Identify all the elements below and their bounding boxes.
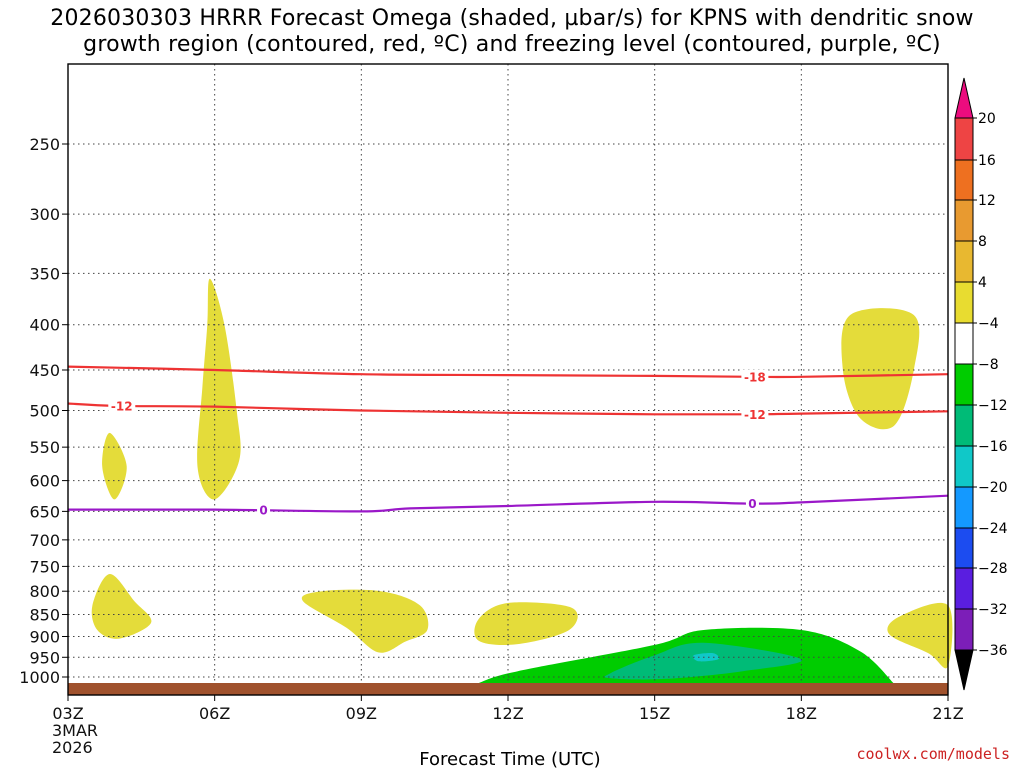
colorbar-swatch <box>954 322 974 365</box>
omega-region-3 <box>301 589 429 653</box>
colorbar: 20 16 12 8 4 −4 −8 −12 −16 −20 −24 −28 −32 −36 <box>954 77 1008 691</box>
x-tick-label: 15Z <box>639 704 670 723</box>
x-tick-label: 06Z <box>199 704 230 723</box>
contour-label-bg <box>741 407 769 422</box>
contour-line-1 <box>67 402 949 416</box>
omega-shading <box>91 278 953 687</box>
omega-region-6 <box>887 602 953 669</box>
colorbar-label: −20 <box>978 480 1008 496</box>
y-tick-label: 700 <box>29 531 60 550</box>
x-tick-label: 09Z <box>346 704 377 723</box>
colorbar-label: 4 <box>978 275 987 291</box>
contour-line-2 <box>67 494 949 513</box>
contour-label: 0 <box>748 497 756 511</box>
omega-region-5 <box>841 308 920 430</box>
pressure-axis: 250 300 350 400 450 500 550 600 650 700 750 800 850 9… <box>19 135 68 687</box>
contour-label: -12 <box>744 408 766 422</box>
contour-label-bg <box>745 496 759 511</box>
colorbar-swatch <box>954 240 974 283</box>
y-tick-label: 650 <box>29 502 60 521</box>
credit-text: coolwx.com/models <box>856 745 1010 763</box>
colorbar-label: 8 <box>978 234 987 250</box>
y-tick-label: 300 <box>29 205 60 224</box>
contour-label-bg <box>108 398 136 413</box>
chart-title-line-1: 2026030303 HRRR Forecast Omega (shaded, … <box>50 6 974 31</box>
colorbar-swatch <box>954 608 974 651</box>
y-tick-label: 850 <box>29 606 60 625</box>
y-tick-label: 1000 <box>19 668 60 687</box>
x-tick-label: 03Z <box>52 704 83 723</box>
omega-region-9 <box>692 653 720 662</box>
colorbar-label: 20 <box>978 111 996 127</box>
contour-line-0 <box>67 365 949 379</box>
contour-lines: -18 -12 -12 0 0 <box>67 365 949 518</box>
colorbar-label: −8 <box>978 357 999 373</box>
grid-lines <box>68 64 948 695</box>
y-tick-label: 350 <box>29 264 60 283</box>
contour-label-bg <box>741 369 769 384</box>
x-axis-title: Forecast Time (UTC) <box>419 749 600 768</box>
y-tick-label: 250 <box>29 135 60 154</box>
y-tick-label: 750 <box>29 557 60 576</box>
x-tick-label: 12Z <box>492 704 523 723</box>
colorbar-label: −4 <box>978 316 999 332</box>
colorbar-bottom-arrow <box>954 649 974 691</box>
time-axis: 03Z 06Z 09Z 12Z 15Z 18Z 21Z <box>52 695 964 723</box>
colorbar-swatch <box>954 486 974 529</box>
y-tick-label: 500 <box>29 402 60 421</box>
colorbar-swatch <box>954 404 974 447</box>
date-label-day: 3MAR <box>52 721 98 740</box>
colorbar-label: −28 <box>978 561 1008 577</box>
colorbar-swatch <box>954 445 974 488</box>
colorbar-swatch <box>954 159 974 201</box>
colorbar-label: −32 <box>978 602 1008 618</box>
x-tick-label: 18Z <box>786 704 817 723</box>
colorbar-label: −24 <box>978 521 1008 537</box>
y-tick-label: 800 <box>29 582 60 601</box>
omega-region-4 <box>474 602 578 645</box>
omega-region-2 <box>91 573 152 639</box>
y-tick-label: 600 <box>29 472 60 491</box>
colorbar-label: −12 <box>978 398 1008 414</box>
colorbar-swatch <box>954 117 974 161</box>
y-tick-label: 450 <box>29 361 60 380</box>
colorbar-label: 16 <box>978 153 996 169</box>
contour-label: 0 <box>259 504 267 518</box>
chart-title-line-2: growth region (contoured, red, ºC) and f… <box>83 32 941 57</box>
colorbar-swatch <box>954 527 974 569</box>
colorbar-swatch <box>954 567 974 610</box>
y-tick-label: 950 <box>29 648 60 667</box>
contour-label: -18 <box>744 370 766 384</box>
date-label-year: 2026 <box>52 738 93 757</box>
y-tick-label: 900 <box>29 627 60 646</box>
colorbar-swatch <box>954 281 974 324</box>
colorbar-top-arrow <box>954 77 974 119</box>
y-tick-label: 550 <box>29 438 60 457</box>
colorbar-label: −16 <box>978 439 1008 455</box>
contour-label-bg <box>257 503 271 518</box>
colorbar-label: 12 <box>978 193 996 209</box>
omega-region-0 <box>102 432 127 500</box>
contour-label: -12 <box>111 399 133 413</box>
x-tick-label: 21Z <box>932 704 963 723</box>
omega-region-1 <box>197 278 241 500</box>
ground-bar <box>68 683 948 695</box>
colorbar-swatch <box>954 199 974 242</box>
colorbar-label: −36 <box>978 643 1008 659</box>
colorbar-swatch <box>954 363 974 406</box>
y-tick-label: 400 <box>29 316 60 335</box>
